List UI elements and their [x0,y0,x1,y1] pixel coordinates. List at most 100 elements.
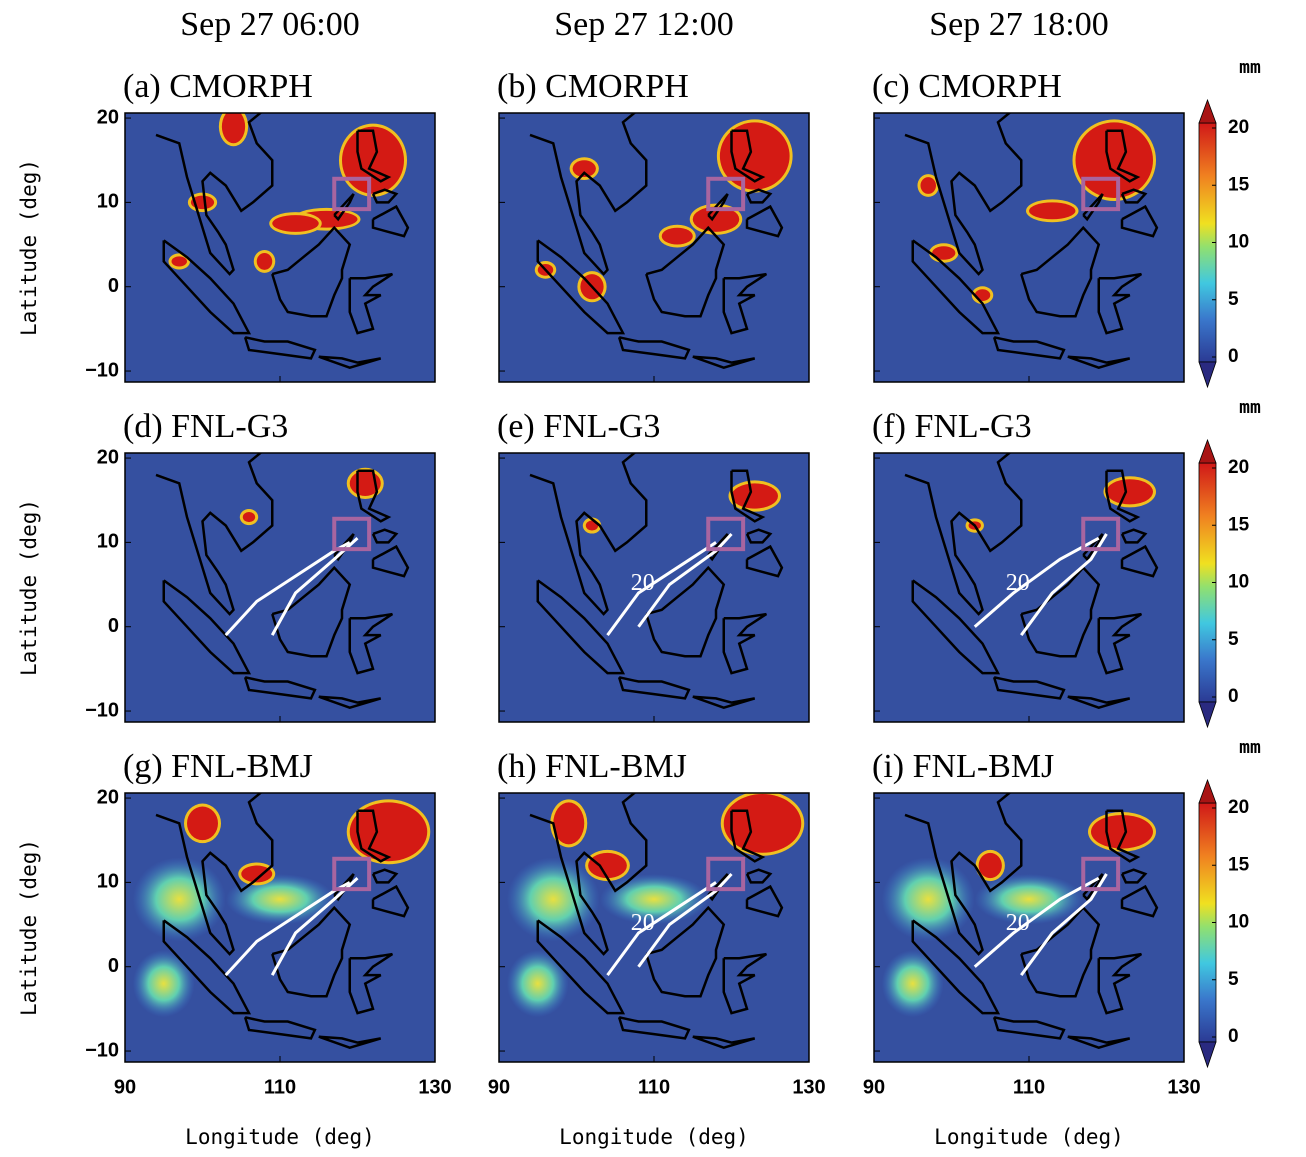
column-title: Sep 27 18:00 [929,6,1108,43]
coastline [348,612,394,675]
rain-core [241,865,273,883]
coastline [692,695,756,709]
coastline [1120,204,1159,238]
colorbar-unit: mm [1239,397,1261,418]
map-panel: 20 [873,792,1185,1063]
coastline [356,809,392,863]
coastline [992,676,1066,700]
contour [637,532,733,628]
colorbar-tick-label: 5 [1228,969,1239,990]
coastline [992,336,1066,360]
coastline [155,453,274,616]
contour [1020,533,1108,637]
coastline [1120,528,1148,544]
map-content [125,453,435,722]
colorbar-extend-bottom [1198,1041,1217,1069]
y-tick-label: 0 [108,955,119,977]
colorbar-tick-label: 15 [1228,514,1250,535]
coastline [271,565,352,658]
rain-core [978,852,1002,879]
contour-label: 20 [631,570,655,596]
coastline [529,453,648,616]
coastline [1097,952,1143,1015]
colorbar-tick-label: 15 [1228,854,1250,875]
coastline [745,868,773,884]
contour [973,876,1100,968]
coastline [1120,868,1148,884]
colorbar-tick-label: 5 [1228,629,1239,650]
coastline [529,113,648,276]
colorbar-tick-label: 0 [1228,686,1239,707]
rain-core [692,206,740,232]
contour [973,536,1100,628]
x-tick-label: 130 [792,1076,825,1098]
colorbar-tick-label: 5 [1228,289,1239,310]
x-tick-label: 90 [863,1076,885,1098]
coastline [1020,225,1101,318]
panel-title: (a) CMORPH [123,68,313,105]
region-box [1081,516,1121,552]
rain-core [1029,202,1076,220]
coastline [692,355,756,369]
map-panel: 20 [873,452,1185,723]
y-axis-label: Latitude (deg) [17,499,41,676]
coastline [745,528,773,544]
x-axis-label: Longitude (deg) [934,1125,1124,1149]
map-panel [498,112,810,383]
coastline [1105,129,1141,183]
rain-core [723,793,802,853]
x-axis-label: Longitude (deg) [559,1125,749,1149]
region-box [706,176,746,212]
coastline [617,676,691,700]
panel-title: (h) FNL-BMJ [497,748,687,785]
panel-title: (b) CMORPH [497,68,689,105]
map-panel [124,112,436,383]
rain-core [187,806,218,841]
panel-title: (f) FNL-G3 [872,408,1032,445]
wet-area [881,857,975,942]
wet-area [881,949,944,1018]
wet-area [225,874,335,925]
x-tick-label: 110 [1013,1076,1045,1098]
colorbar-extend-top [1198,778,1217,804]
wet-area [132,857,226,942]
y-tick-label: 10 [97,191,119,213]
x-tick-label: 130 [418,1076,451,1098]
coastline [162,919,252,1015]
colorbar-tick-label: 0 [1228,346,1239,367]
y-tick-label: 0 [108,275,119,297]
coastline [529,793,648,956]
y-tick-label: 20 [97,786,119,808]
coastline [722,612,768,675]
panel-title: (g) FNL-BMJ [123,748,313,785]
coastline [1097,272,1143,335]
rain-core [272,215,319,232]
contour [606,881,717,977]
coastline [730,469,766,523]
coastline [730,809,766,863]
coastline [243,676,317,700]
coastline [371,884,410,918]
y-tick-label: −10 [85,1039,119,1061]
y-tick-label: 20 [97,106,119,128]
rain-core [1091,814,1153,849]
colorbar-extend-bottom [1198,361,1217,389]
x-tick-label: 110 [264,1076,296,1098]
coastline [348,952,394,1015]
coastline [155,793,274,956]
map-panel [873,112,1185,383]
rain-core [920,177,936,194]
rain-core [588,852,627,879]
map-content [499,113,809,382]
map-content [125,113,435,382]
map-content: 20 [499,793,809,1062]
y-axis-label: Latitude (deg) [17,159,41,336]
coastline [348,272,394,335]
region-box [332,856,372,892]
coastline [536,239,626,335]
coastline [730,129,766,183]
map-panel: 20 [498,792,810,1063]
coastline [1067,695,1131,709]
rain-core [221,113,246,144]
rain-core [1106,479,1153,505]
